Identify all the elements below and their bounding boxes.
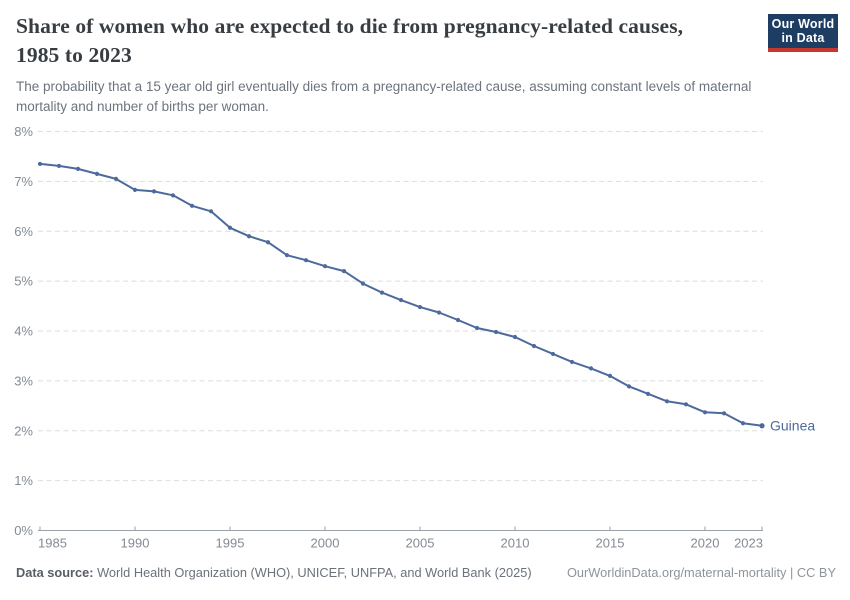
data-point xyxy=(512,334,518,340)
data-point xyxy=(322,264,328,269)
data-point xyxy=(341,269,347,274)
data-line xyxy=(39,162,763,427)
data-point xyxy=(588,366,594,371)
data-point xyxy=(626,384,632,389)
x-axis-tick-label: 2023 xyxy=(734,536,763,551)
data-point xyxy=(113,176,119,181)
data-point xyxy=(436,310,442,315)
x-axis-tick-label: 1995 xyxy=(216,536,245,551)
data-point xyxy=(284,253,290,258)
data-point xyxy=(208,209,214,214)
data-point xyxy=(189,203,195,208)
y-axis-tick-label: 4% xyxy=(14,324,33,339)
data-point xyxy=(645,391,651,396)
data-point xyxy=(265,240,271,245)
data-point xyxy=(227,225,233,230)
owid-logo-line2: in Data xyxy=(781,31,825,45)
entity-label: Guinea xyxy=(770,417,815,433)
x-axis-tick-label: 2020 xyxy=(691,536,720,551)
data-point xyxy=(151,189,157,194)
data-point xyxy=(132,187,138,192)
x-axis-tick-label: 2010 xyxy=(501,536,530,551)
chart-title: Share of women who are expected to die f… xyxy=(16,14,684,67)
chart-footer: Data source: World Health Organization (… xyxy=(16,565,836,580)
data-point xyxy=(702,410,708,415)
data-point xyxy=(417,304,423,310)
data-point xyxy=(531,343,537,349)
data-point xyxy=(664,399,670,404)
data-point xyxy=(455,317,461,323)
y-axis-tick-label: 1% xyxy=(14,473,33,488)
data-source: Data source: World Health Organization (… xyxy=(16,565,532,580)
line-chart: 0% 1% 2% 3% 4% 5% 6% 7% 8% 1985 1990 1995 2000 2005 20… xyxy=(14,124,815,551)
data-point xyxy=(94,171,100,176)
data-source-label: Data source: xyxy=(16,565,94,580)
data-point xyxy=(607,373,613,378)
data-point xyxy=(37,161,43,167)
data-point xyxy=(170,193,176,198)
y-axis-tick-label: 6% xyxy=(14,224,33,239)
y-axis-tick-label: 5% xyxy=(14,274,33,289)
y-axis-tick-label: 8% xyxy=(14,124,33,139)
data-point xyxy=(56,163,62,169)
x-axis-tick-label: 1990 xyxy=(121,536,150,551)
data-point xyxy=(550,351,556,357)
owid-logo[interactable]: Our World in Data xyxy=(768,14,838,52)
data-point xyxy=(398,297,404,303)
data-point xyxy=(379,290,385,295)
data-point xyxy=(721,411,727,416)
y-axis-tick-label: 2% xyxy=(14,423,33,438)
owid-logo-line1: Our World xyxy=(771,16,835,31)
data-point xyxy=(360,281,366,286)
y-axis-tick-label: 3% xyxy=(14,373,33,388)
data-point xyxy=(569,359,575,365)
chart-subtitle: The probability that a 15 year old girl … xyxy=(16,79,752,114)
y-axis-tick-label: 7% xyxy=(14,174,33,189)
data-source-text: World Health Organization (WHO), UNICEF,… xyxy=(93,565,532,580)
data-point xyxy=(759,423,765,429)
x-axis-tick-label: 2015 xyxy=(596,536,625,551)
data-point xyxy=(474,325,480,331)
x-axis-tick-label: 1985 xyxy=(38,536,67,551)
citation-link[interactable]: OurWorldinData.org/maternal-mortality | … xyxy=(566,565,836,580)
data-point xyxy=(493,329,499,335)
data-point xyxy=(683,402,689,407)
x-axis-tick-label: 2000 xyxy=(311,536,340,551)
y-axis-tick-label: 0% xyxy=(14,523,33,538)
data-point xyxy=(246,234,252,239)
x-axis-tick-label: 2005 xyxy=(406,536,435,551)
data-point xyxy=(303,258,309,263)
data-point xyxy=(740,421,746,426)
data-point xyxy=(75,166,81,172)
